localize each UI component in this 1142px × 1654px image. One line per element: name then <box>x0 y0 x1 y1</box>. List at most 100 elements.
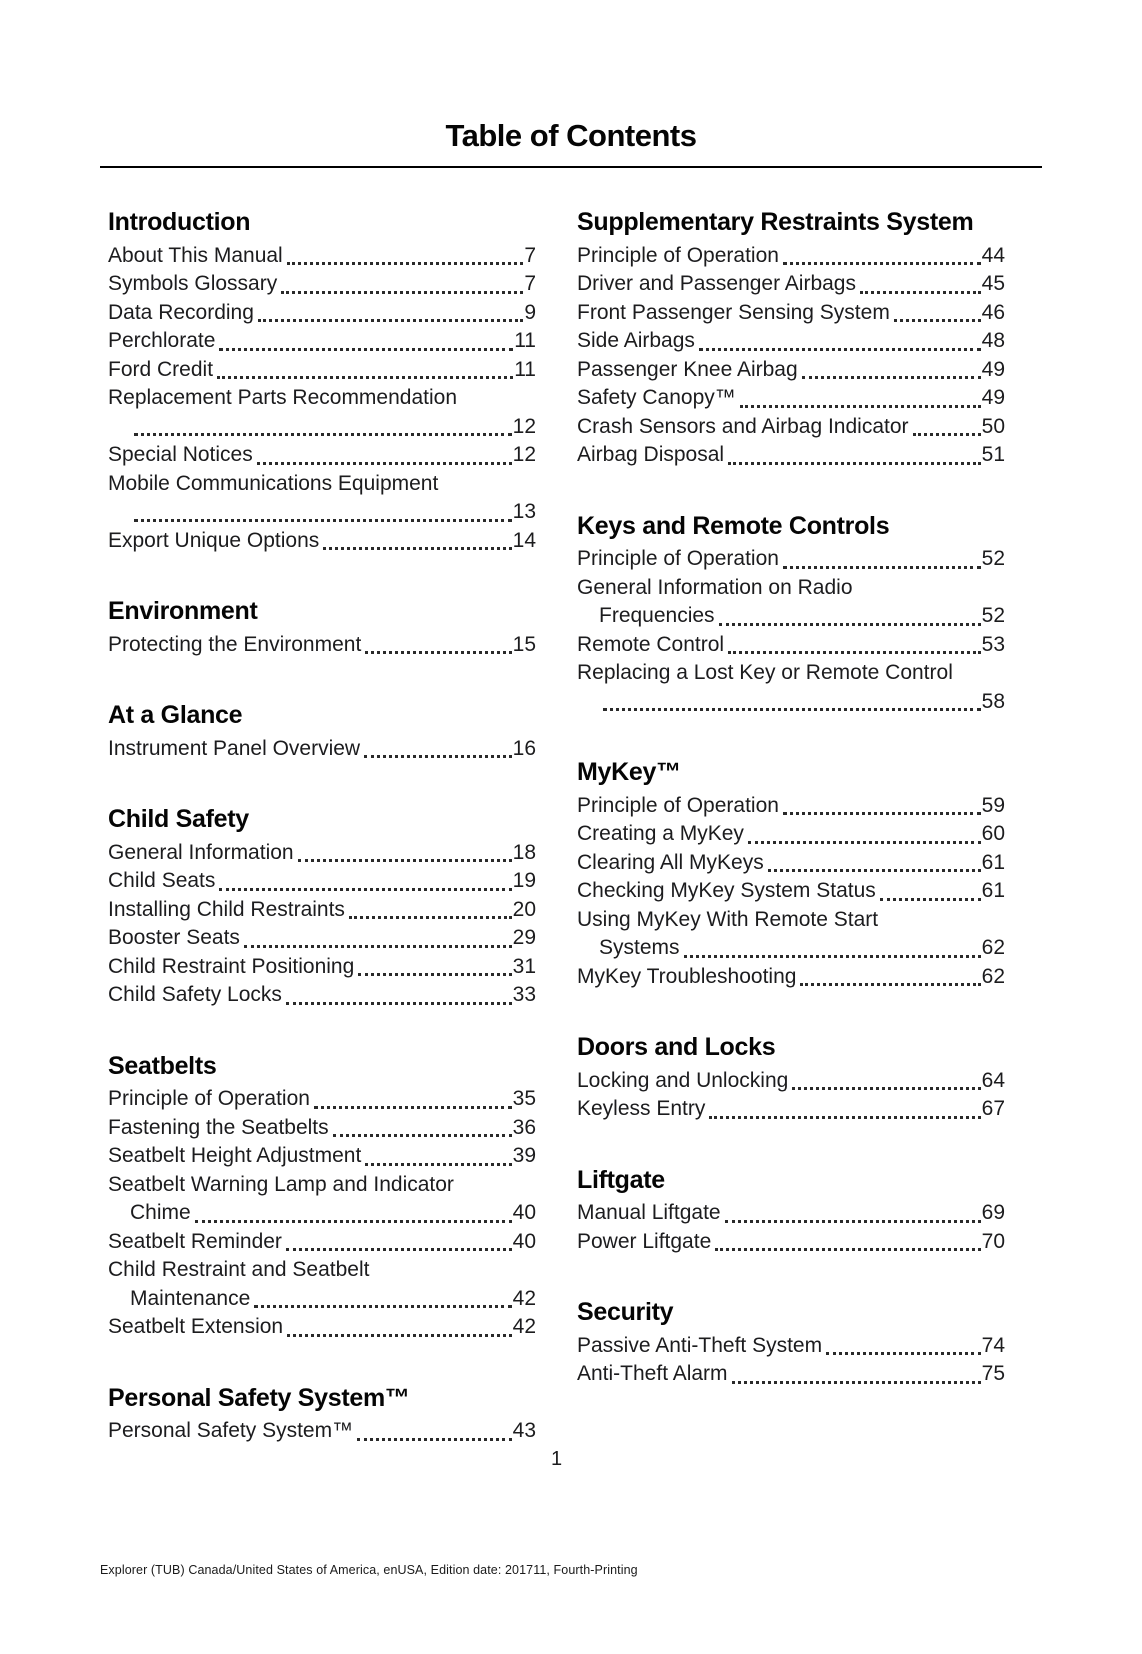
toc-entry-row: Remote Control 53 <box>577 631 1005 660</box>
entry-page-number: 11 <box>514 329 536 352</box>
toc-entry: General Information on Radio Frequencies 5… <box>577 574 1005 631</box>
entry-page-number: 62 <box>981 964 1005 988</box>
entry-continuation-label: Frequencies <box>599 604 715 627</box>
dot-leader <box>281 290 524 294</box>
toc-entry-row: Special Notices 12 <box>108 441 536 470</box>
dot-leader <box>364 755 512 758</box>
dot-leader <box>287 1333 512 1337</box>
entry-label: Passive Anti-Theft System <box>577 1333 823 1357</box>
entry-label: Installing Child Restraints <box>108 897 345 921</box>
entry-continuation-label: Maintenance <box>130 1286 251 1310</box>
toc-entry: Using MyKey With Remote Start Systems 62 <box>577 906 1005 963</box>
toc-entry: Seatbelt Warning Lamp and Indicator Chime… <box>108 1171 536 1228</box>
dot-leader <box>698 347 981 351</box>
toc-entry-row: Principle of Operation 44 <box>577 242 1005 271</box>
entry-page-number: 35 <box>512 1087 536 1110</box>
toc-entry-row: Installing Child Restraints 20 <box>108 896 536 925</box>
toc-entry: Passenger Knee Airbag 49 <box>577 356 1005 385</box>
entry-label: Principle of Operation <box>577 793 779 817</box>
toc-entry: Child Seats 19 <box>108 867 536 896</box>
entry-label: Export Unique Options <box>108 528 320 552</box>
toc-entry: Seatbelt Reminder 40 <box>108 1228 536 1257</box>
entry-label: General Information <box>108 840 294 864</box>
toc-entry: Locking and Unlocking 64 <box>577 1067 1005 1096</box>
entry-page-number: 64 <box>981 1068 1005 1092</box>
toc-entry: Creating a MyKey 60 <box>577 820 1005 849</box>
entry-page-number: 60 <box>981 822 1005 845</box>
dot-leader <box>782 262 981 265</box>
entry-page-number: 48 <box>981 329 1005 352</box>
page-title: Table of Contents <box>445 118 697 153</box>
toc-section: Keys and Remote Controls Principle of Ope… <box>577 512 1005 717</box>
entry-label: Booster Seats <box>108 926 240 949</box>
dot-leader <box>731 1380 981 1384</box>
toc-entry: Child Safety Locks 33 <box>108 981 536 1010</box>
toc-entry: Seatbelt Height Adjustment 39 <box>108 1142 536 1171</box>
dot-leader <box>358 973 512 976</box>
dot-leader <box>718 622 981 626</box>
entry-label: Replacing a Lost Key or Remote Control <box>577 661 953 684</box>
toc-entry: Principle of Operation 35 <box>108 1085 536 1114</box>
entry-label: Child Seats <box>108 869 216 892</box>
entry-page-number: 40 <box>512 1229 536 1253</box>
toc-entry: Child Restraint and Seatbelt Maintenance 4… <box>108 1256 536 1313</box>
section-heading: At a Glance <box>108 701 243 729</box>
entry-label: Data Recording <box>108 300 254 324</box>
entry-page-number: 15 <box>512 632 536 656</box>
section-heading: Personal Safety System™ <box>108 1383 410 1412</box>
entry-page-number: 52 <box>981 547 1005 570</box>
toc-entry-row: Side Airbags 48 <box>577 327 1005 356</box>
dot-leader <box>256 461 512 465</box>
entry-label: Ford Credit <box>108 357 214 381</box>
dot-leader <box>194 1219 512 1223</box>
toc-entry: Remote Control 53 <box>577 631 1005 660</box>
section-heading: Introduction <box>108 208 251 236</box>
entry-page-number: 16 <box>512 736 536 760</box>
entry-label: Special Notices <box>108 443 253 466</box>
toc-entry-row: Fastening the Seatbelts 36 <box>108 1114 536 1143</box>
entry-page-number: 53 <box>981 632 1005 656</box>
toc-entry-row: Child Seats 19 <box>108 867 536 896</box>
toc-entry-row: Power Liftgate 70 <box>577 1228 1005 1257</box>
toc-column-left: Introduction About This Manual 7 Symbols Gl… <box>108 208 536 1446</box>
toc-entry: Front Passenger Sensing System 46 <box>577 299 1005 328</box>
toc-entry: Checking MyKey System Status 61 <box>577 877 1005 906</box>
toc-entry-row: Locking and Unlocking 64 <box>577 1067 1005 1096</box>
toc-entry: Export Unique Options 14 <box>108 527 536 556</box>
dot-leader <box>893 319 981 322</box>
entry-label: Seatbelt Warning Lamp and Indicator <box>108 1172 454 1196</box>
entry-page-number: 14 <box>512 528 536 552</box>
dot-leader <box>792 1087 981 1090</box>
toc-entry-continuation: 12 <box>108 413 536 442</box>
entry-label: Child Restraint and Seatbelt <box>108 1258 370 1281</box>
toc-content: Introduction About This Manual 7 Symbols Gl… <box>0 168 1142 1446</box>
entry-label: Child Safety Locks <box>108 983 282 1006</box>
toc-entry: Instrument Panel Overview 16 <box>108 735 536 764</box>
toc-section: Introduction About This Manual 7 Symbols Gl… <box>108 208 536 555</box>
toc-entry-row: Creating a MyKey 60 <box>577 820 1005 849</box>
dot-leader <box>912 433 981 436</box>
toc-entry: Seatbelt Extension 42 <box>108 1313 536 1342</box>
dot-leader <box>603 708 981 711</box>
toc-entry: Mobile Communications Equipment 13 <box>108 470 536 527</box>
toc-entry-row: Clearing All MyKeys 61 <box>577 849 1005 878</box>
dot-leader <box>728 461 981 465</box>
toc-entry-row: Manual Liftgate 69 <box>577 1199 1005 1228</box>
toc-entry: Installing Child Restraints 20 <box>108 896 536 925</box>
section-heading: Child Safety <box>108 805 249 833</box>
entry-label: Principle of Operation <box>577 547 779 570</box>
entry-label: Airbag Disposal <box>577 443 725 466</box>
toc-entry: Safety Canopy™ 49 <box>577 384 1005 413</box>
entry-label: Perchlorate <box>108 329 216 352</box>
toc-entry: Replacement Parts Recommendation 12 <box>108 384 536 441</box>
entry-label: Creating a MyKey <box>577 822 744 845</box>
entry-label: Manual Liftgate <box>577 1201 721 1224</box>
dot-leader <box>219 347 514 351</box>
entry-page-number: 42 <box>512 1286 536 1310</box>
entry-label: Principle of Operation <box>108 1087 310 1110</box>
dot-leader <box>297 859 512 862</box>
toc-entry: Ford Credit 11 <box>108 356 536 385</box>
dot-leader <box>323 547 512 550</box>
entry-label: Checking MyKey System Status <box>577 879 876 902</box>
entry-page-number: 40 <box>512 1201 536 1224</box>
